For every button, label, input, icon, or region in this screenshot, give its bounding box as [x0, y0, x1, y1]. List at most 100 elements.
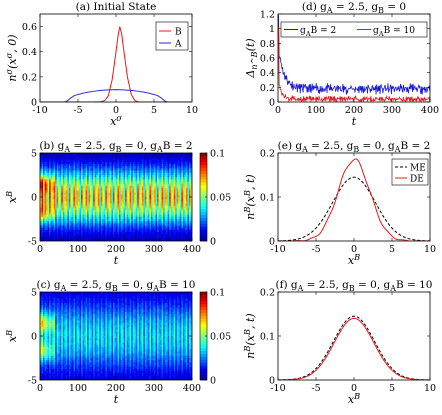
heatmap-cell — [137, 183, 140, 187]
heatmap-cell — [178, 223, 181, 226]
heatmap-cell — [140, 234, 143, 237]
heatmap-cell — [68, 221, 71, 224]
heatmap-cell — [150, 194, 153, 198]
heatmap-cell — [40, 238, 42, 241]
heatmap-cell — [65, 230, 68, 233]
heatmap-cell — [163, 188, 165, 191]
heatmap-cell — [105, 227, 108, 231]
heatmap-cell — [46, 294, 48, 297]
heatmap-cell — [137, 216, 140, 220]
heatmap-cell — [122, 232, 124, 235]
heatmap-cell — [53, 377, 56, 380]
heatmap-cell — [122, 219, 124, 222]
heatmap-cell — [85, 175, 88, 178]
heatmap-cell — [140, 216, 143, 220]
heatmap-cell — [125, 164, 127, 167]
heatmap-cell — [149, 157, 152, 160]
heatmap-cell — [61, 194, 64, 198]
heatmap-cell — [49, 366, 51, 370]
heatmap-cell — [182, 168, 185, 171]
x-tick-label: 10 — [424, 244, 436, 255]
heatmap-cell — [47, 355, 50, 359]
heatmap-cell — [44, 371, 47, 374]
heatmap-cell — [64, 197, 67, 200]
heatmap-cell — [172, 203, 175, 207]
heatmap-cell — [41, 179, 44, 182]
heatmap-cell — [125, 219, 127, 222]
heatmap-cell — [170, 238, 173, 241]
heatmap-cell — [102, 212, 105, 215]
heatmap-cell — [172, 175, 175, 178]
heatmap-cell — [62, 307, 65, 310]
heatmap-cell — [90, 208, 92, 211]
heatmap-cell — [67, 221, 70, 224]
heatmap-cell — [73, 230, 76, 233]
heatmap-cell — [93, 225, 96, 229]
heatmap-cell — [43, 375, 45, 379]
heatmap-cell — [70, 168, 73, 171]
heatmap-cell — [59, 320, 62, 324]
heatmap-cell — [184, 179, 187, 182]
heatmap-cell — [173, 181, 176, 185]
heatmap-cell — [164, 192, 167, 196]
heatmap-cell — [185, 181, 188, 185]
heatmap-cell — [181, 225, 184, 229]
heatmap-cell — [146, 192, 149, 196]
heatmap-cell — [58, 155, 61, 158]
heatmap-cell — [106, 232, 109, 235]
heatmap-cell — [141, 194, 144, 198]
heatmap-cell — [114, 170, 117, 174]
heatmap-cell — [65, 303, 68, 306]
heatmap-cell — [120, 166, 123, 169]
heatmap-cell — [41, 329, 44, 332]
heatmap-cell — [143, 199, 146, 202]
heatmap-cell — [140, 183, 143, 187]
heatmap-cell — [46, 300, 48, 304]
heatmap-cell — [149, 190, 152, 193]
heatmap-cell — [137, 236, 140, 240]
heatmap-cell — [67, 161, 70, 165]
heatmap-cell — [188, 172, 191, 176]
heatmap-cell — [114, 172, 117, 176]
heatmap-cell — [135, 159, 138, 163]
heatmap-cell — [41, 333, 44, 337]
heatmap-cell — [138, 230, 141, 233]
heatmap-cell — [188, 188, 191, 191]
heatmap-cell — [138, 212, 141, 215]
heatmap-cell — [119, 201, 121, 204]
heatmap-cell — [47, 371, 50, 374]
heatmap-cell — [96, 159, 99, 163]
heatmap-cell — [108, 153, 111, 156]
heatmap-cell — [175, 164, 178, 167]
heatmap-cell — [87, 190, 89, 193]
heatmap-cell — [140, 199, 143, 202]
heatmap-cell — [188, 186, 191, 189]
heatmap-cell — [158, 230, 161, 233]
heatmap-cell — [167, 192, 170, 196]
heatmap-cell — [157, 161, 159, 165]
heatmap-cell — [157, 183, 159, 187]
heatmap-cell — [70, 164, 73, 167]
heatmap-cell — [114, 157, 117, 160]
heatmap-cell — [49, 329, 51, 332]
heatmap-cell — [143, 236, 146, 240]
heatmap-cell — [85, 192, 88, 196]
heatmap-cell — [53, 164, 56, 167]
heatmap-cell — [79, 234, 82, 237]
heatmap-cell — [87, 155, 89, 158]
heatmap-cell — [117, 172, 120, 176]
heatmap-cell — [147, 201, 150, 204]
heatmap-cell — [179, 225, 182, 229]
heatmap-cell — [79, 188, 82, 191]
heatmap-cell — [173, 153, 176, 156]
heatmap-cell — [93, 223, 96, 226]
heatmap-cell — [62, 181, 65, 185]
heatmap-cell — [157, 172, 159, 176]
heatmap-cell — [170, 230, 173, 233]
y-tick-label: 0.6 — [260, 54, 275, 65]
heatmap-cell — [170, 210, 173, 213]
heatmap-cell — [161, 199, 164, 202]
heatmap-cell — [158, 161, 161, 165]
heatmap-cell — [67, 194, 70, 198]
heatmap-cell — [120, 212, 123, 215]
